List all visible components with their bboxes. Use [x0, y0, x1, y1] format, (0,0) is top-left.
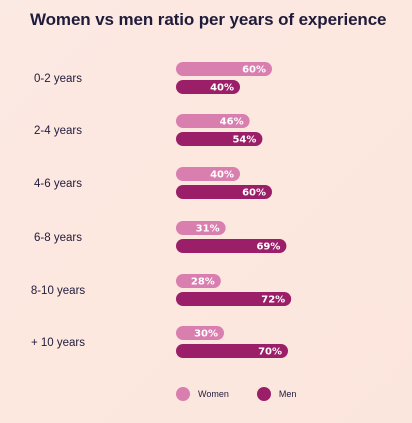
bar-men [176, 185, 272, 199]
bar-women [176, 274, 221, 288]
bar-value-label-women: 31% [196, 224, 220, 235]
legend-swatch-women [176, 387, 190, 401]
category-label: + 10 years [31, 337, 85, 349]
bar-women [176, 167, 240, 181]
bar-men [176, 80, 240, 94]
bar-value-label-men: 72% [261, 295, 285, 306]
category-label: 6-8 years [34, 232, 82, 244]
category-label: 0-2 years [34, 73, 82, 85]
bar-men [176, 239, 287, 253]
bar-value-label-women: 30% [194, 329, 218, 340]
bar-women [176, 326, 224, 340]
bar-men [176, 344, 288, 358]
legend: Women Men [176, 387, 324, 401]
bar-women [176, 114, 250, 128]
bar-women [176, 62, 272, 76]
legend-label-men: Men [278, 389, 297, 399]
bar-value-label-men: 69% [256, 242, 280, 253]
bar-men [176, 292, 292, 306]
bar-value-label-women: 46% [220, 117, 244, 128]
bar-men [176, 132, 263, 146]
legend-swatch-men [256, 387, 271, 401]
bar-value-label-women: 40% [210, 170, 234, 181]
category-label: 8-10 years [31, 285, 86, 297]
category-label: 4-6 years [34, 178, 82, 190]
legend-item-women: Women [176, 387, 229, 401]
category-label: 2-4 years [34, 125, 82, 137]
legend-label-women: Women [198, 389, 229, 399]
bar-value-label-men: 40% [210, 83, 234, 94]
legend-item-men: Men [256, 387, 297, 401]
bar-women [176, 221, 226, 235]
bar-value-label-men: 60% [242, 188, 266, 199]
bar-value-label-women: 60% [242, 65, 266, 76]
bar-value-label-men: 70% [258, 347, 282, 358]
chart-title: Women vs men ratio per years of experien… [30, 10, 387, 29]
bar-value-label-men: 54% [232, 135, 256, 146]
bar-value-label-women: 28% [191, 277, 215, 288]
